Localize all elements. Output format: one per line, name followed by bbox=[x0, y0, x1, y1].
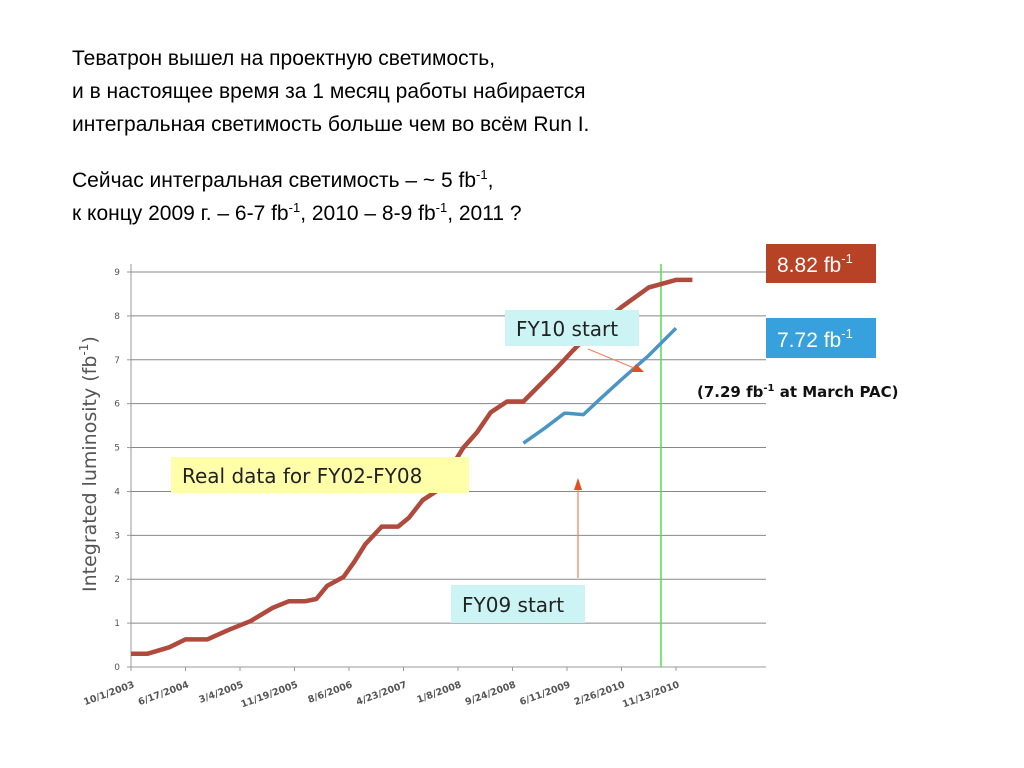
low-value-box bbox=[766, 318, 876, 358]
heading-line-5-mid: , 2010 – 8-9 fb bbox=[300, 202, 436, 225]
x-tick-label: 6/17/2004 bbox=[137, 679, 191, 708]
y-axis-label-sup: -1 bbox=[77, 344, 91, 356]
heading-line-5-sup-2: -1 bbox=[435, 200, 448, 215]
high-value-label: 8.82 fb-1 bbox=[777, 251, 853, 277]
fy09-box bbox=[451, 585, 585, 623]
y-tick-label: 1 bbox=[114, 619, 120, 629]
y-tick-label: 3 bbox=[114, 531, 120, 541]
heading-line-3: интегральная светимость больше чем во вс… bbox=[72, 113, 590, 136]
fy09-arrow-head bbox=[574, 478, 582, 490]
low-value-label: 7.72 fb-1 bbox=[777, 326, 853, 352]
real-data-callout: Real data for FY02-FY08 bbox=[171, 457, 469, 493]
series-line-7-72 bbox=[522, 326, 678, 445]
y-axis-label: Integrated luminosity (fb-1) bbox=[77, 336, 101, 592]
heading-line-5: к концу 2009 г. – 6-7 fb-1, 2010 – 8-9 f… bbox=[72, 197, 972, 230]
x-tick-label: 8/6/2006 bbox=[306, 679, 354, 705]
y-tick-labels: 0 1 2 3 4 5 6 7 8 9 bbox=[114, 268, 120, 673]
x-tick-label: 1/8/2008 bbox=[415, 679, 463, 705]
high-value-box bbox=[766, 244, 876, 283]
x-tick-label: 2/26/2010 bbox=[573, 679, 627, 708]
pac-label-tail: at March PAC) bbox=[774, 383, 898, 401]
y-axis-label-close: ) bbox=[79, 336, 101, 343]
x-tick-label: 6/11/2009 bbox=[518, 679, 572, 708]
y-axis-label-main: Integrated luminosity (fb bbox=[79, 356, 101, 592]
heading-line-1: Теватрон вышел на проектную светимость, bbox=[72, 47, 496, 70]
y-tick-label: 2 bbox=[114, 575, 120, 585]
heading-line-4-sup: -1 bbox=[476, 167, 488, 182]
grid-layer bbox=[127, 264, 766, 671]
heading-line-4-text: Сейчас интегральная светимость – ~ 5 fb bbox=[72, 169, 477, 192]
x-tick-label: 10/1/2003 bbox=[82, 679, 136, 708]
heading-line-4-tail: , bbox=[487, 169, 494, 192]
fy10-arrow-head bbox=[631, 364, 644, 372]
y-tick-label: 4 bbox=[114, 487, 120, 497]
y-tick-label: 6 bbox=[114, 400, 120, 410]
low-value-badge: 7.72 fb-1 bbox=[766, 318, 876, 358]
fy10-callout: FY10 start bbox=[505, 310, 644, 372]
fy10-arrow-line bbox=[587, 348, 635, 369]
fy10-label: FY10 start bbox=[516, 317, 618, 341]
y-tick-label: 5 bbox=[114, 444, 120, 454]
low-value-main: 7.72 fb bbox=[777, 329, 841, 352]
y-tick-label: 9 bbox=[114, 268, 120, 278]
y-tick-label: 7 bbox=[114, 356, 120, 366]
real-data-label: Real data for FY02-FY08 bbox=[182, 464, 422, 488]
heading-line-5-tail: , 2011 ? bbox=[447, 202, 522, 225]
fy09-label: FY09 start bbox=[462, 593, 564, 617]
high-value-sup: -1 bbox=[841, 251, 853, 266]
pac-label-sup: -1 bbox=[763, 383, 774, 394]
fy10-box bbox=[505, 310, 639, 346]
series-layer bbox=[131, 277, 693, 657]
x-tick-label: 3/4/2005 bbox=[197, 679, 245, 705]
pac-label-main: (7.29 fb bbox=[697, 383, 764, 401]
march-pac-annotation: (7.29 fb-1 at March PAC) bbox=[697, 383, 899, 401]
high-value-badge: 8.82 fb-1 bbox=[766, 244, 876, 283]
series-line-8-82 bbox=[131, 277, 693, 657]
high-value-main: 8.82 fb bbox=[777, 254, 841, 277]
x-tick-label: 9/24/2008 bbox=[464, 679, 518, 708]
y-tick-label: 0 bbox=[114, 663, 120, 673]
fy09-callout: FY09 start bbox=[451, 478, 585, 623]
heading-line-4: Сейчас интегральная светимость – ~ 5 fb-… bbox=[72, 164, 972, 197]
heading-line-5-sup-1: -1 bbox=[288, 200, 301, 215]
x-tick-label: 11/19/2005 bbox=[240, 679, 300, 710]
real-data-box bbox=[171, 457, 469, 493]
x-tick-label: 11/13/2010 bbox=[621, 679, 681, 710]
low-value-sup: -1 bbox=[841, 326, 853, 341]
y-tick-label: 8 bbox=[114, 312, 120, 322]
x-tick-label: 4/23/2007 bbox=[355, 679, 409, 708]
heading-line-5-text: к концу 2009 г. – 6-7 fb bbox=[72, 202, 289, 225]
heading: Теватрон вышел на проектную светимость, … bbox=[72, 42, 972, 230]
heading-line-2: и в настоящее время за 1 месяц работы на… bbox=[72, 80, 586, 103]
